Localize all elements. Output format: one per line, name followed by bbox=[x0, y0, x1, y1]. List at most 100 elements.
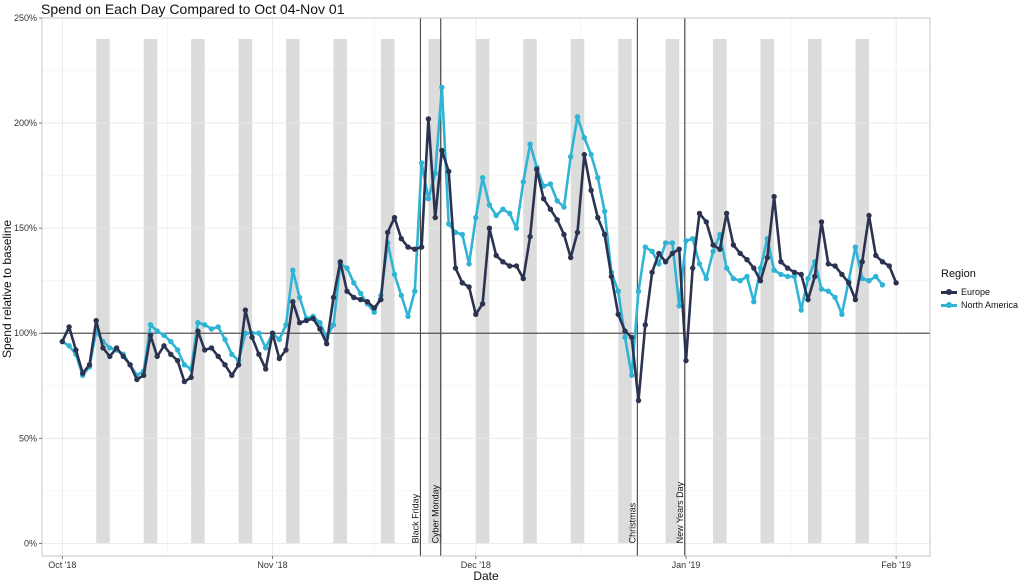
data-point-north-america bbox=[825, 288, 831, 294]
data-point-europe bbox=[249, 334, 255, 341]
data-point-north-america bbox=[147, 322, 154, 328]
data-point-europe bbox=[574, 229, 581, 236]
data-point-europe bbox=[222, 362, 228, 368]
data-point-europe bbox=[757, 278, 764, 284]
x-tick-label: Dec '18 bbox=[461, 560, 491, 570]
data-point-north-america bbox=[676, 303, 682, 309]
y-tick-label: 0% bbox=[24, 538, 37, 548]
data-point-europe bbox=[486, 225, 493, 231]
data-point-north-america bbox=[412, 288, 418, 294]
data-point-europe bbox=[839, 271, 845, 278]
data-point-europe bbox=[100, 345, 106, 351]
plot-frame bbox=[41, 17, 931, 557]
data-point-europe bbox=[608, 273, 615, 280]
data-point-europe bbox=[662, 259, 669, 265]
data-point-europe bbox=[873, 252, 879, 259]
series-line-north-america bbox=[61, 86, 884, 377]
data-point-north-america bbox=[418, 160, 425, 166]
data-point-europe bbox=[669, 250, 676, 257]
data-point-north-america bbox=[263, 345, 269, 351]
y-axis-ticks: 0% 50% 100% 150% 200% 250% bbox=[14, 13, 42, 548]
weekend-band bbox=[96, 39, 110, 544]
data-point-europe bbox=[852, 296, 859, 303]
weekend-band bbox=[665, 39, 680, 544]
weekend-band bbox=[807, 39, 822, 544]
data-point-europe bbox=[784, 265, 791, 271]
data-point-europe bbox=[127, 362, 133, 368]
data-point-europe bbox=[846, 280, 852, 286]
data-point-north-america bbox=[371, 309, 377, 315]
data-point-europe bbox=[66, 324, 72, 330]
data-point-europe bbox=[310, 315, 316, 322]
data-point-europe bbox=[500, 259, 506, 265]
legend-key-north-america bbox=[941, 300, 957, 310]
data-point-north-america bbox=[696, 261, 703, 267]
data-point-europe bbox=[466, 284, 472, 290]
x-axis-ticks: Oct '18 Nov '18 Dec '18 Jan '19 Feb '19 bbox=[48, 556, 911, 570]
data-point-europe bbox=[764, 254, 770, 261]
data-point-europe bbox=[812, 273, 818, 280]
data-point-north-america bbox=[330, 322, 337, 328]
data-point-north-america bbox=[859, 275, 865, 282]
data-point-europe bbox=[283, 347, 289, 353]
data-point-europe bbox=[330, 294, 337, 301]
data-point-europe bbox=[161, 343, 167, 349]
data-point-north-america bbox=[778, 271, 784, 278]
legend: Region Europe North America bbox=[941, 268, 1018, 311]
data-point-north-america bbox=[527, 141, 533, 147]
data-point-north-america bbox=[215, 324, 221, 330]
data-point-europe bbox=[791, 269, 798, 275]
weekend-band bbox=[380, 39, 395, 544]
data-point-europe bbox=[378, 296, 384, 303]
data-point-europe bbox=[418, 244, 425, 250]
data-point-north-america bbox=[873, 273, 879, 280]
data-point-north-america bbox=[866, 278, 872, 284]
data-point-europe bbox=[120, 353, 127, 360]
data-point-north-america bbox=[242, 330, 249, 336]
data-point-europe bbox=[174, 357, 181, 364]
y-tick-label: 100% bbox=[14, 328, 37, 338]
event-label: Christmas bbox=[627, 502, 637, 543]
data-point-europe bbox=[568, 254, 574, 261]
data-point-europe bbox=[696, 210, 703, 217]
weekend-band bbox=[570, 39, 585, 544]
data-point-north-america bbox=[398, 292, 404, 299]
data-point-north-america bbox=[574, 114, 581, 120]
data-point-europe bbox=[642, 322, 648, 328]
data-point-europe bbox=[385, 229, 391, 236]
data-point-europe bbox=[303, 317, 310, 324]
data-point-europe bbox=[737, 250, 743, 257]
data-point-north-america bbox=[839, 311, 845, 317]
data-point-north-america bbox=[168, 338, 174, 345]
data-point-europe bbox=[554, 217, 560, 223]
x-tick-label: Jan '19 bbox=[672, 560, 701, 570]
data-point-europe bbox=[432, 214, 438, 221]
data-point-north-america bbox=[107, 345, 113, 351]
data-point-europe bbox=[825, 261, 831, 267]
data-point-europe bbox=[690, 265, 696, 271]
data-point-europe bbox=[703, 219, 709, 225]
data-point-europe bbox=[208, 345, 215, 351]
data-point-europe bbox=[473, 311, 479, 317]
data-point-europe bbox=[507, 263, 513, 269]
data-point-north-america bbox=[588, 151, 594, 158]
data-point-europe bbox=[93, 317, 99, 324]
data-point-north-america bbox=[601, 208, 608, 214]
data-point-north-america bbox=[581, 135, 587, 141]
data-point-north-america bbox=[432, 170, 438, 177]
legend-label-europe: Europe bbox=[961, 286, 991, 297]
weekend-band bbox=[286, 39, 300, 544]
data-point-europe bbox=[86, 362, 93, 368]
data-point-europe bbox=[242, 307, 249, 313]
data-point-north-america bbox=[818, 286, 825, 292]
data-point-europe bbox=[202, 347, 208, 353]
data-point-europe bbox=[859, 259, 865, 265]
data-point-north-america bbox=[568, 154, 574, 160]
data-point-europe bbox=[818, 219, 825, 225]
data-point-europe bbox=[371, 305, 377, 311]
data-point-north-america bbox=[296, 294, 303, 301]
data-point-north-america bbox=[737, 278, 743, 284]
data-point-europe bbox=[263, 366, 269, 372]
data-point-north-america bbox=[446, 221, 452, 227]
